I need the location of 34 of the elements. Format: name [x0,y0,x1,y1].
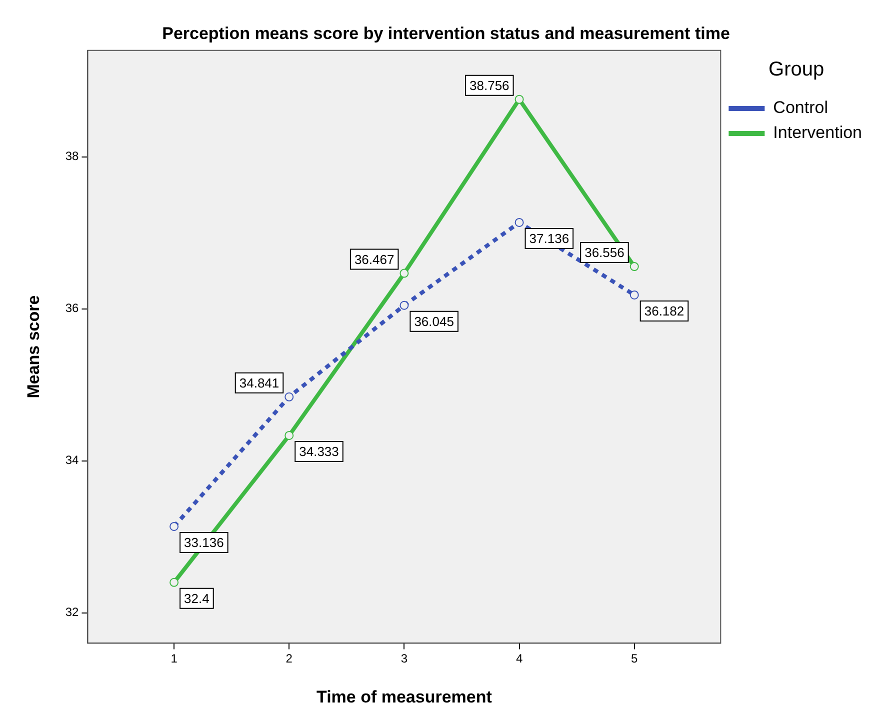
x-axis-title: Time of measurement [316,687,492,706]
point [284,392,294,402]
point [400,300,409,310]
point [170,522,179,531]
point [170,578,179,587]
data-label: 36.182 [644,304,684,319]
data-label: 36.467 [354,252,394,267]
y-tick-label: 32 [65,605,80,620]
data-label: 36.045 [414,314,454,329]
point [630,262,639,272]
data-label: 33.136 [184,535,224,550]
point [284,430,294,440]
point [514,218,524,227]
data-label: 37.136 [529,231,570,246]
legend-label: Control [773,98,828,118]
x-tick-label: 2 [286,652,293,666]
legend-title: Group [768,58,824,81]
legend-label: Intervention [773,123,862,142]
data-label: 36.556 [584,245,624,260]
x-tick-label: 3 [400,652,408,666]
point [400,268,409,278]
y-axis-title: Means score [24,295,43,398]
x-tick-label: 4 [516,652,523,666]
chart-title: Perception means score by intervention status and measurement time [162,24,730,43]
x-tick-label: 1 [170,652,178,666]
x-tick-label: 5 [631,652,638,666]
point [514,94,524,104]
data-label: 38.756 [470,78,510,93]
y-tick-label: 38 [65,149,80,164]
y-tick-label: 36 [65,301,80,316]
data-label: 34.841 [239,375,280,390]
y-tick-label: 34 [65,453,80,468]
data-label: 32.4 [184,590,210,606]
data-label: 34.333 [299,444,339,460]
